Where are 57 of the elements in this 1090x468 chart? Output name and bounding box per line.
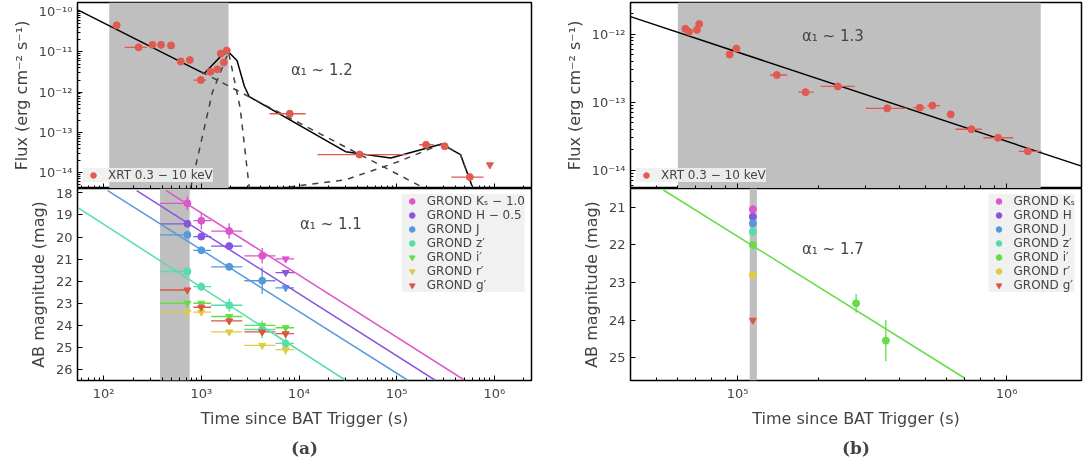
y-tick-label: 25: [608, 350, 626, 366]
legend-label: GROND J: [426, 222, 480, 236]
y-tick-label: 18: [55, 185, 73, 201]
y-tick-label: 23: [608, 275, 626, 291]
legend-label: XRT 0.3 − 10 keV: [108, 168, 213, 182]
legend-label: XRT 0.3 − 10 keV: [661, 168, 766, 182]
x-tick-label: 10²: [92, 385, 115, 401]
annotation: α₁ ~ 1.2: [290, 60, 353, 79]
legend-label: GROND i′: [1013, 250, 1069, 264]
y-tick-label: 19: [55, 207, 73, 223]
y-tick-label: 10⁻¹³: [38, 124, 73, 140]
y-tick-label: 24: [55, 317, 73, 333]
annotation: α₁ ~ 1.7: [801, 239, 864, 258]
y-tick-label: 10⁻¹²: [38, 84, 73, 100]
legend-label: GROND g′: [1013, 278, 1073, 292]
y-tick-label: 10⁻¹⁰: [38, 4, 73, 20]
x-tick-label: 10⁶: [483, 385, 506, 401]
legend-label: GROND Kₛ: [1013, 194, 1075, 208]
y-tick-label: 10⁻¹²: [591, 26, 626, 42]
text: (b): [842, 437, 870, 458]
y-tick-label: 10⁻¹³: [591, 94, 626, 110]
y-tick-label: 26: [55, 361, 73, 377]
legend-label: GROND z′: [426, 236, 485, 250]
y-tick-label: 22: [55, 273, 73, 289]
y-tick-label: 21: [55, 251, 73, 267]
y-axis-title: Flux (erg cm⁻² s⁻¹): [564, 20, 584, 171]
y-axis-title: AB magnitude (mag): [28, 201, 48, 368]
y-tick-label: 20: [55, 229, 73, 245]
legend-label: GROND J: [1013, 222, 1067, 236]
x-axis-title: Time since BAT Trigger (s): [751, 408, 960, 428]
x-tick-label: 10⁵: [385, 385, 408, 401]
y-tick-label: 25: [55, 339, 73, 355]
y-tick-label: 23: [55, 295, 73, 311]
text: (a): [290, 437, 319, 458]
legend-label: GROND Kₛ − 1.0: [426, 194, 525, 208]
x-tick-label: 10⁵: [726, 385, 749, 401]
y-tick-label: 21: [608, 199, 626, 215]
x-tick-label: 10⁴: [288, 385, 310, 401]
y-axis-title: AB magnitude (mag): [581, 201, 601, 368]
legend-label: GROND r′: [1013, 264, 1071, 278]
legend-label: GROND i′: [426, 250, 482, 264]
y-tick-label: 24: [608, 312, 626, 328]
legend-label: GROND r′: [426, 264, 484, 278]
legend-label: GROND H − 0.5: [426, 208, 522, 222]
annotation: α₁ ~ 1.3: [801, 27, 864, 46]
y-tick-label: 22: [608, 237, 626, 253]
y-axis-title: Flux (erg cm⁻² s⁻¹): [11, 20, 31, 171]
y-tick-label: 10⁻¹¹: [38, 44, 73, 60]
legend-label: GROND z′: [1013, 236, 1072, 250]
x-tick-label: 10⁶: [995, 385, 1018, 401]
y-tick-label: 10⁻¹⁴: [591, 162, 626, 178]
legend-label: GROND H: [1013, 208, 1072, 222]
legend-label: GROND g′: [426, 278, 487, 292]
x-axis-title: Time since BAT Trigger (s): [199, 408, 409, 428]
y-tick-label: 10⁻¹⁴: [38, 165, 73, 181]
x-tick-label: 10³: [190, 385, 213, 401]
annotation: α₁ ~ 1.1: [299, 214, 362, 233]
